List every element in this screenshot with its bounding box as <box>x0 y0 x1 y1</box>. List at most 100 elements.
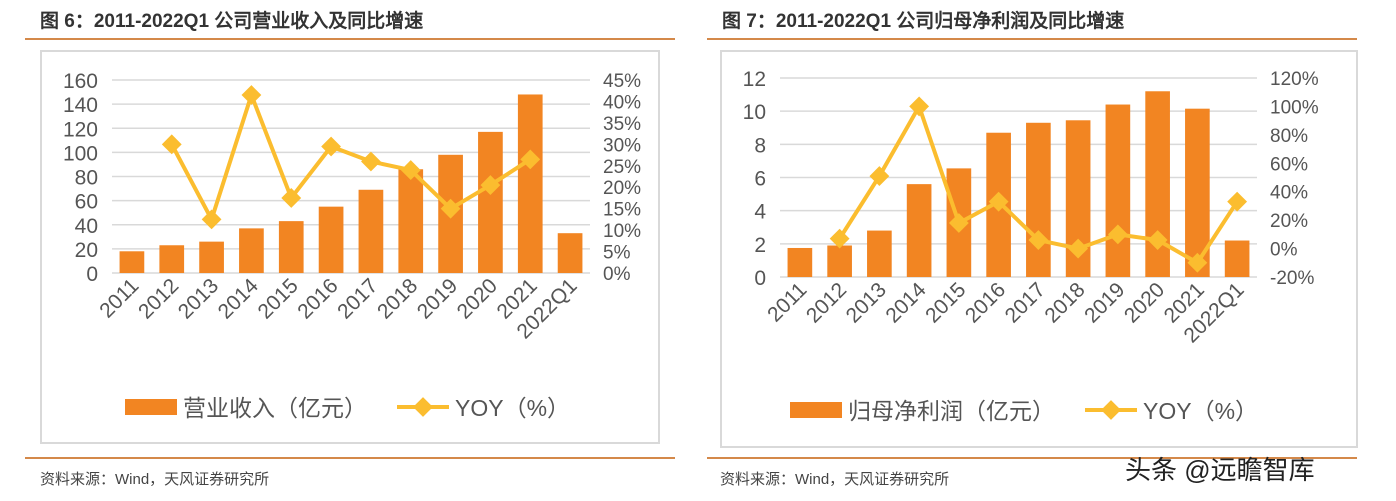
y2-tick-label: 20% <box>603 178 641 199</box>
yoy-marker <box>1147 230 1168 250</box>
bar <box>557 233 583 273</box>
yoy-marker <box>869 166 890 186</box>
bar <box>827 245 852 277</box>
y-tick-label: 8 <box>754 134 766 157</box>
bar <box>906 184 932 277</box>
yoy-marker <box>361 151 381 172</box>
yoy-marker <box>1227 191 1248 212</box>
chart2-source: 资料来源：Wind，天风证券研究所 <box>720 471 950 488</box>
legend-bar-swatch <box>790 402 842 418</box>
x-tick-label: 2013 <box>842 278 891 327</box>
yoy-marker <box>400 160 421 180</box>
chart1-title: 图 6：2011-2022Q1 公司营业收入及同比增速 <box>40 11 424 32</box>
yoy-marker <box>201 209 222 230</box>
yoy-marker <box>161 134 182 155</box>
bar <box>1105 104 1131 278</box>
y2-tick-label: 40% <box>603 92 641 113</box>
legend-line-marker <box>1101 400 1121 420</box>
y-tick-label: 0 <box>754 267 766 290</box>
y-tick-label: 80 <box>75 167 98 190</box>
y2-tick-label: 25% <box>603 157 641 178</box>
legend-line-label: YOY（%） <box>455 395 570 421</box>
y-tick-label: 160 <box>63 70 98 93</box>
x-tick-label: 2015 <box>921 278 970 327</box>
chart2-svg: 024681012-20%0%20%40%60%80%100%120%20112… <box>743 68 1319 424</box>
y-tick-label: 6 <box>754 168 766 191</box>
y2-tick-label: 15% <box>603 200 641 221</box>
bar <box>239 228 264 273</box>
y-tick-label: 40 <box>75 215 98 238</box>
legend-line-label: YOY（%） <box>1143 398 1258 424</box>
y2-tick-label: 30% <box>603 135 641 156</box>
legend-bar-label: 营业收入（亿元） <box>183 395 367 421</box>
y2-tick-label: 100% <box>1270 97 1319 118</box>
yoy-marker <box>1107 224 1128 245</box>
chart2-title: 图 7：2011-2022Q1 公司归母净利润及同比增速 <box>722 11 1125 32</box>
chart2-panel <box>720 50 1358 448</box>
yoy-marker <box>1068 238 1089 259</box>
y2-tick-label: 40% <box>1270 183 1308 204</box>
source-rule <box>25 457 675 459</box>
legend-line-marker <box>413 397 433 417</box>
yoy-marker <box>281 188 302 208</box>
yoy-marker <box>480 175 501 195</box>
yoy-marker <box>321 136 341 157</box>
x-tick-label: 2012 <box>802 278 851 327</box>
y2-tick-label: 0% <box>1270 240 1298 261</box>
title-rule <box>707 38 1357 40</box>
x-tick-label: 2018 <box>1040 278 1089 327</box>
y-tick-label: 12 <box>743 68 766 91</box>
x-tick-label: 2014 <box>881 278 931 328</box>
bar <box>318 206 344 273</box>
y2-tick-label: 45% <box>603 71 641 92</box>
watermark: 头条 @远瞻智库 <box>1125 455 1315 485</box>
yoy-marker <box>909 96 930 117</box>
chart1-source: 资料来源：Wind，天风证券研究所 <box>40 471 270 488</box>
x-tick-label: 2016 <box>961 278 1010 327</box>
bar <box>867 230 892 277</box>
y-tick-label: 20 <box>75 239 98 262</box>
bar <box>159 245 185 273</box>
bar <box>119 251 145 273</box>
bar <box>787 247 813 277</box>
y-tick-label: 60 <box>75 191 98 214</box>
bar <box>199 241 224 273</box>
y-tick-label: 4 <box>754 201 766 224</box>
x-tick-label: 2019 <box>1080 278 1129 327</box>
x-tick-label: 2017 <box>1001 278 1050 327</box>
yoy-line <box>169 93 532 222</box>
bar <box>358 189 384 273</box>
y2-tick-label: 20% <box>1270 211 1308 232</box>
y2-tick-label: 5% <box>603 243 631 264</box>
bar <box>1224 240 1250 277</box>
y-tick-label: 2 <box>754 234 766 257</box>
y2-tick-label: 120% <box>1270 69 1319 90</box>
yoy-marker <box>1028 230 1049 250</box>
x-tick-label: 2011 <box>763 278 811 326</box>
chart1-panel <box>40 50 660 444</box>
y-tick-label: 0 <box>86 263 98 286</box>
y-tick-label: 120 <box>63 118 98 141</box>
y2-tick-label: 10% <box>603 221 641 242</box>
legend-bar-label: 归母净利润（亿元） <box>848 398 1055 424</box>
bar <box>278 221 304 273</box>
title-rule <box>25 38 675 40</box>
y2-tick-label: 0% <box>603 264 631 285</box>
bar <box>1026 122 1051 278</box>
legend-bar-swatch <box>125 399 177 415</box>
bar <box>478 131 503 273</box>
bar <box>398 169 424 273</box>
yoy-marker <box>241 85 262 105</box>
source-rule <box>707 457 1357 459</box>
x-tick-label: 2020 <box>1120 278 1169 327</box>
y2-tick-label: 60% <box>1270 154 1308 175</box>
y-tick-label: 10 <box>743 101 766 124</box>
bar <box>517 94 543 273</box>
y-tick-label: 140 <box>63 94 98 117</box>
yoy-marker <box>1187 252 1208 273</box>
y2-tick-label: -20% <box>1270 268 1314 289</box>
yoy-marker <box>440 198 461 219</box>
y2-tick-label: 80% <box>1270 126 1308 147</box>
y-tick-label: 100 <box>63 142 98 165</box>
